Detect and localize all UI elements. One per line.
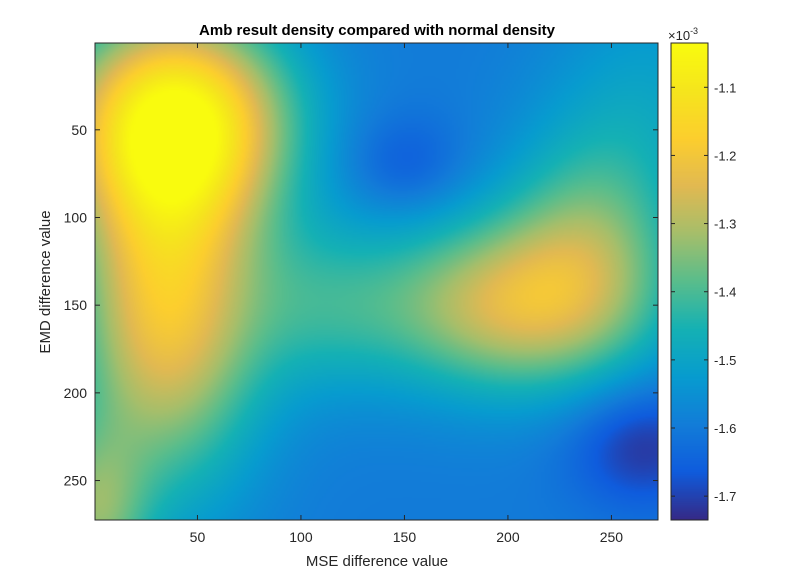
heatmap-plot-area <box>94 42 659 521</box>
heatmap-image <box>95 43 658 520</box>
x-tick-label: 50 <box>190 529 206 545</box>
colorbar-ticks: -1.1 -1.2 -1.3 -1.4 -1.5 -1.6 -1.7 <box>671 80 736 504</box>
y-tick-label: 200 <box>64 385 88 401</box>
x-tick-label: 250 <box>600 529 624 545</box>
y-tick-label: 250 <box>64 473 88 489</box>
x-tick-label: 100 <box>289 529 313 545</box>
y-tick-label: 100 <box>64 209 88 225</box>
colorbar: -1.1 -1.2 -1.3 -1.4 -1.5 -1.6 -1.7 ×10-3 <box>668 26 736 521</box>
colorbar-tick-label: -1.7 <box>714 489 736 504</box>
colorbar-tick-label: -1.1 <box>714 80 736 95</box>
x-axis-label: MSE difference value <box>306 553 448 570</box>
y-tick-label: 50 <box>71 122 87 138</box>
colorbar-tick-label: -1.4 <box>714 285 736 300</box>
colorbar-gradient <box>671 43 708 520</box>
colorbar-exponent: ×10-3 <box>668 26 698 43</box>
y-axis-label: EMD difference value <box>37 210 54 353</box>
x-tick-label: 150 <box>393 529 417 545</box>
x-tick-label: 200 <box>496 529 520 545</box>
colorbar-frame <box>670 42 709 521</box>
chart-title: Amb result density compared with normal … <box>199 22 556 39</box>
plot-frame <box>94 42 659 521</box>
colorbar-tick-label: -1.3 <box>714 217 736 232</box>
y-tick-label: 150 <box>64 297 88 313</box>
y-axis: 50 100 150 200 250 <box>64 122 658 489</box>
colorbar-tick-label: -1.2 <box>714 148 736 163</box>
colorbar-tick-label: -1.5 <box>714 353 736 368</box>
colorbar-tick-label: -1.6 <box>714 421 736 436</box>
x-axis: 50 100 150 200 250 <box>190 43 624 545</box>
